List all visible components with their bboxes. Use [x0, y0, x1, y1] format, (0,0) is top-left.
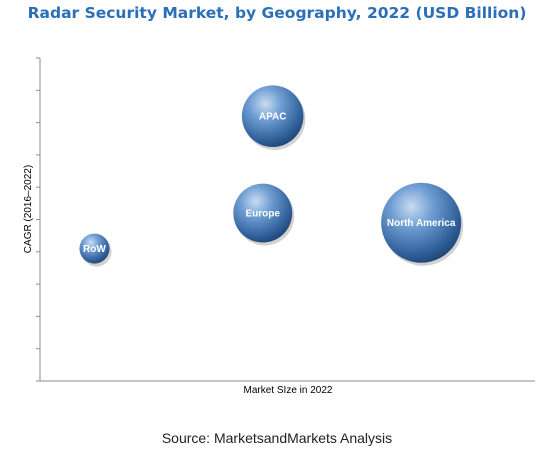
axes	[36, 57, 535, 382]
bubble-mark	[79, 233, 110, 264]
bubble-mark	[381, 182, 462, 263]
x-axis-label: Market SIze in 2022	[244, 385, 333, 396]
bubble-row: RoW	[79, 233, 112, 267]
bubble-north-america: North America	[381, 182, 464, 266]
chart-title: Radar Security Market, by Geography, 202…	[27, 4, 527, 22]
bubble-apac: APAC	[241, 85, 306, 150]
bubbles: APAC Europe North America RoW	[79, 85, 464, 267]
bubble-label: North America	[387, 218, 456, 229]
bubble-label: RoW	[83, 244, 106, 255]
bubble-mark	[241, 85, 304, 147]
y-axis-label: CAGR (2016–2022)	[23, 165, 34, 253]
bubble-mark	[233, 183, 293, 243]
bubble-europe: Europe	[233, 183, 295, 246]
source-note: Source: MarketsandMarkets Analysis	[161, 430, 393, 446]
bubble-label: Europe	[246, 209, 281, 220]
bubble-label: APAC	[259, 112, 287, 123]
